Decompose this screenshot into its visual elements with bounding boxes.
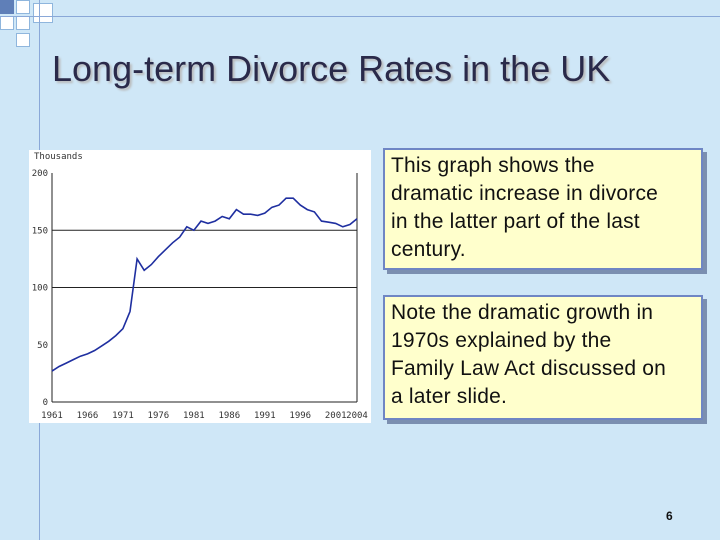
x-tick-label: 1971: [112, 411, 134, 421]
decorative-square: [16, 0, 30, 14]
note-box-1: This graph shows the dramatic increase i…: [383, 148, 703, 270]
x-tick-label: 2001: [325, 411, 347, 421]
y-tick-label: 200: [32, 169, 48, 179]
note-line: This graph shows the: [391, 154, 595, 177]
note-line: a later slide.: [391, 385, 508, 408]
y-tick-label: 50: [37, 341, 48, 351]
note-line: in the latter part of the last: [391, 210, 640, 233]
note-line: 1970s explained by the: [391, 329, 612, 352]
series-line: [51, 197, 358, 372]
x-tick-label: 1981: [183, 411, 205, 421]
y-tick-label: 100: [32, 284, 48, 294]
slide-title: Long-term Divorce Rates in the UK: [52, 48, 611, 89]
page-number: 6: [666, 509, 673, 523]
x-tick-label: 1991: [254, 411, 276, 421]
decorative-square: [16, 16, 30, 30]
x-tick-label: 2004: [346, 411, 368, 421]
decorative-square: [0, 0, 14, 14]
y-tick-label: 0: [43, 398, 48, 408]
chart-panel: Thousands 0 50 100 150 200 1961 1966 1971 1976 198…: [29, 150, 371, 423]
x-tick-label: 1961: [41, 411, 63, 421]
decorative-square: [0, 16, 14, 30]
decorative-line: [0, 16, 720, 17]
note-line: Note the dramatic growth in: [391, 301, 654, 324]
y-tick-label: 150: [32, 226, 48, 236]
note-line: Family Law Act discussed on: [391, 357, 667, 380]
x-tick-label: 1976: [148, 411, 170, 421]
x-tick-label: 1986: [218, 411, 240, 421]
line-chart: Thousands 0 50 100 150 200 1961 1966 1971 1976 198…: [32, 152, 368, 421]
note-box-2: Note the dramatic growth in 1970s explai…: [383, 295, 703, 420]
note-line: dramatic increase in divorce: [391, 182, 659, 205]
x-tick-label: 1996: [289, 411, 311, 421]
x-tick-label: 1966: [77, 411, 99, 421]
decorative-square: [16, 33, 30, 47]
y-axis-label: Thousands: [34, 152, 83, 162]
decorative-square: [33, 3, 53, 23]
note-line: century.: [391, 238, 466, 261]
